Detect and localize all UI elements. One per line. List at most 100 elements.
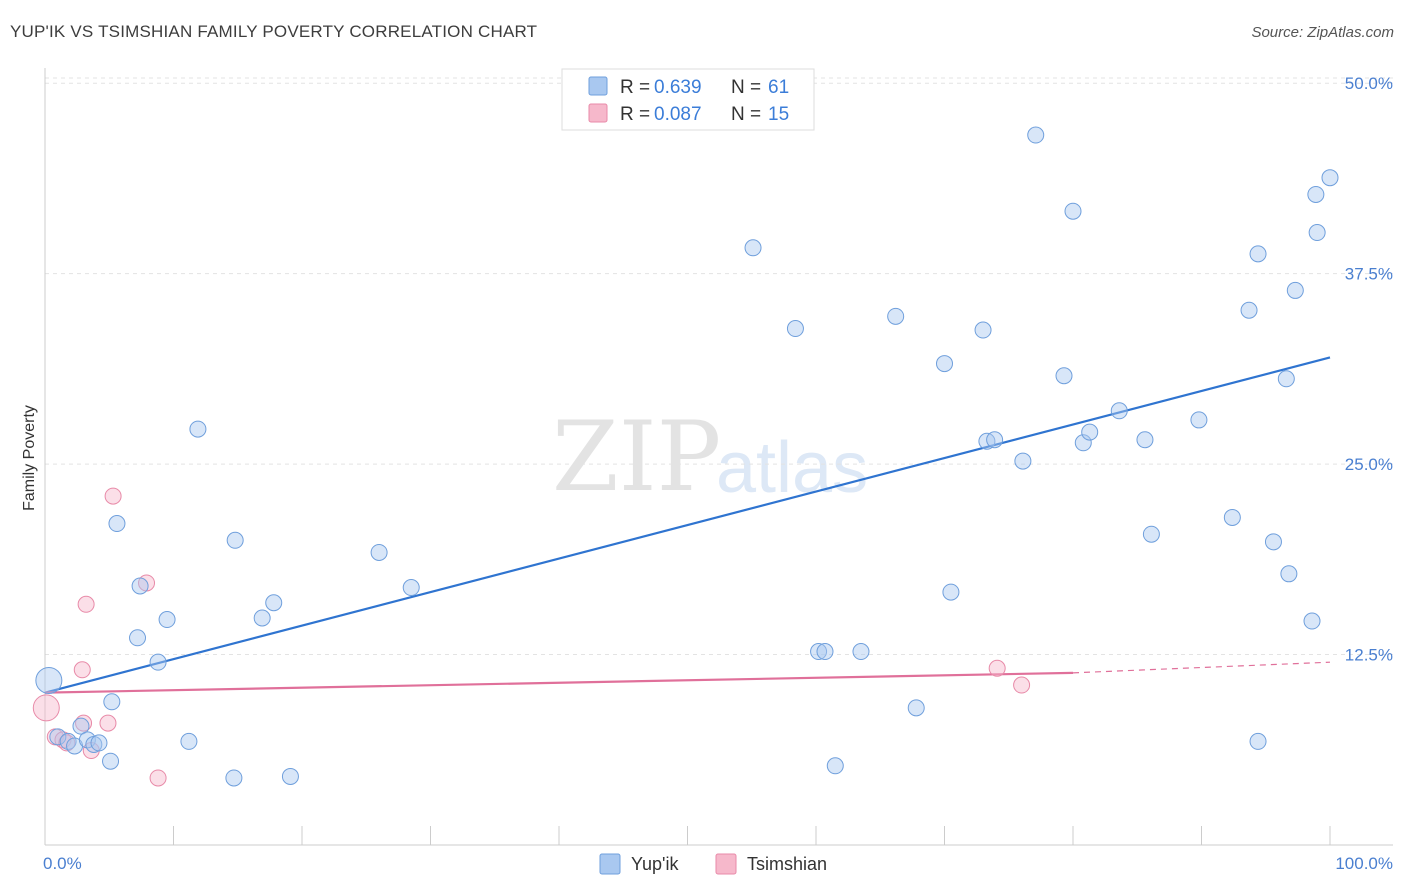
legend-swatch-yupik: [588, 76, 608, 96]
y-tick-label-0: 12.5%: [1345, 646, 1393, 665]
bottom-legend-yupik: Yup'ik: [631, 854, 679, 874]
point-yupik-4: [72, 717, 90, 735]
point-yupik-12: [131, 577, 149, 595]
point-yupik-16: [189, 420, 207, 438]
legend-tsimshian-r-value: 0.087: [654, 104, 702, 125]
point-yupik-48: [1240, 301, 1258, 319]
point-yupik-53: [1280, 565, 1298, 583]
y-tick-label-3: 50.0%: [1345, 74, 1393, 93]
point-yupik-40: [1064, 202, 1082, 220]
point-yupik-42: [1081, 423, 1099, 441]
point-yupik-17: [225, 769, 243, 787]
point-yupik-29: [852, 643, 870, 661]
point-yupik-23: [402, 579, 420, 597]
y-tick-labels: 12.5% 25.0% 37.5% 50.0%: [1345, 74, 1393, 664]
source-label: Source: ZipAtlas.com: [1251, 24, 1394, 41]
legend-box: R = 0.639 N = 61 R = 0.087 N = 15: [561, 68, 815, 131]
point-yupik-31: [907, 699, 925, 717]
point-yupik-13: [149, 653, 167, 671]
point-tsimshian-12: [988, 659, 1006, 677]
bottom-legend: Yup'ik Tsimshian: [599, 853, 827, 875]
chart-title: YUP'IK VS TSIMSHIAN FAMILY POVERTY CORRE…: [10, 22, 538, 41]
point-yupik-49: [1249, 732, 1267, 750]
point-yupik-24: [744, 239, 762, 257]
point-tsimshian-0: [32, 694, 60, 722]
watermark-zip: ZIP: [552, 401, 721, 513]
legend-tsimshian-r-label: R =: [620, 104, 650, 125]
point-yupik-55: [1303, 612, 1321, 630]
legend-tsimshian-n-value: 15: [768, 104, 789, 125]
point-yupik-8: [102, 752, 120, 770]
point-yupik-37: [1014, 452, 1032, 470]
point-yupik-43: [1110, 402, 1128, 420]
point-tsimshian-5: [75, 714, 93, 732]
point-yupik-14: [158, 611, 176, 629]
point-yupik-19: [253, 609, 271, 627]
legend-yupik-n-value: 61: [768, 77, 789, 98]
point-yupik-26: [810, 643, 828, 661]
point-tsimshian-6: [77, 595, 95, 613]
y-axis-label: Family Poverty: [21, 405, 38, 511]
y-tick-label-1: 25.0%: [1345, 455, 1393, 474]
point-yupik-27: [816, 643, 834, 661]
point-yupik-33: [942, 583, 960, 601]
point-yupik-36: [986, 431, 1004, 449]
point-tsimshian-13: [1013, 676, 1031, 694]
point-yupik-47: [1223, 508, 1241, 526]
legend-yupik-r-value: 0.639: [654, 77, 702, 98]
point-tsimshian-9: [104, 487, 122, 505]
y-tick-label-2: 37.5%: [1345, 265, 1393, 284]
x-tick-labels: 0.0% 100.0%: [43, 854, 1393, 873]
bottom-legend-tsimshian: Tsimshian: [747, 854, 827, 874]
point-yupik-10: [108, 515, 126, 533]
watermark: ZIP atlas: [552, 401, 868, 513]
point-yupik-18: [226, 531, 244, 549]
point-yupik-58: [1321, 169, 1339, 187]
point-yupik-46: [1190, 411, 1208, 429]
point-yupik-41: [1074, 434, 1092, 452]
point-yupik-54: [1286, 281, 1304, 299]
point-yupik-28: [826, 757, 844, 775]
bottom-legend-swatch-yupik: [599, 853, 621, 875]
legend-tsimshian-n-label: N =: [731, 104, 761, 125]
point-yupik-34: [974, 321, 992, 339]
point-yupik-1: [49, 728, 67, 746]
point-yupik-38: [1027, 126, 1045, 144]
point-yupik-22: [370, 543, 388, 561]
legend-yupik-r-label: R =: [620, 77, 650, 98]
point-yupik-15: [180, 732, 198, 750]
point-yupik-9: [103, 693, 121, 711]
point-tsimshian-4: [73, 661, 91, 679]
trend-line-tsimshian-extension: [1072, 661, 1331, 674]
axes: [44, 68, 1393, 846]
point-yupik-30: [887, 307, 905, 325]
trend-line-yupik: [44, 356, 1331, 694]
point-yupik-0: [35, 666, 63, 694]
point-yupik-56: [1307, 185, 1325, 203]
point-yupik-20: [265, 594, 283, 612]
point-yupik-52: [1277, 370, 1295, 388]
point-yupik-45: [1142, 525, 1160, 543]
point-yupik-25: [786, 320, 804, 338]
point-yupik-57: [1308, 224, 1326, 242]
point-yupik-39: [1055, 367, 1073, 385]
point-yupik-11: [129, 629, 147, 647]
legend-yupik-n-label: N =: [731, 77, 761, 98]
point-yupik-32: [936, 355, 953, 373]
x-tick-label-max: 100.0%: [1335, 854, 1393, 873]
x-tick-label-min: 0.0%: [43, 854, 82, 873]
watermark-atlas: atlas: [716, 428, 868, 508]
grid-lines: [45, 77, 1393, 656]
data-points: [32, 126, 1339, 787]
point-tsimshian-8: [99, 714, 117, 732]
point-yupik-44: [1136, 431, 1154, 449]
point-yupik-51: [1264, 533, 1282, 551]
point-yupik-21: [281, 767, 299, 785]
trend-lines: [44, 356, 1331, 694]
bottom-legend-swatch-tsimshian: [715, 853, 737, 875]
point-yupik-7: [90, 734, 108, 752]
point-yupik-50: [1249, 245, 1267, 263]
legend-swatch-tsimshian: [588, 103, 608, 123]
point-tsimshian-11: [149, 769, 167, 787]
